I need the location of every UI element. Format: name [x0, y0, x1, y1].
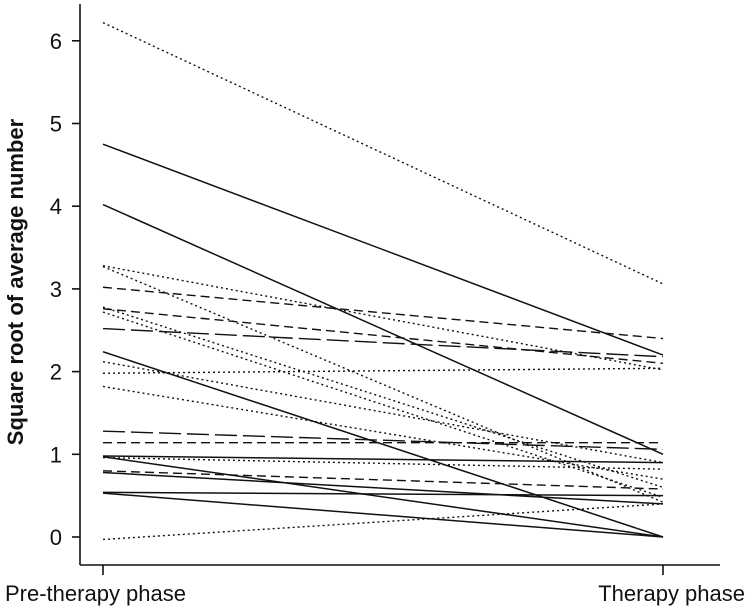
y-tick-label: 0: [50, 525, 62, 550]
y-ticks: 0 1 2 3 4 5 6: [50, 29, 80, 550]
series-line: [102, 456, 664, 470]
series-line: [102, 311, 664, 498]
series-line: [102, 308, 664, 365]
series-line: [102, 385, 664, 480]
y-axis-label: Square root of average number: [3, 118, 28, 445]
series-line: [102, 265, 664, 503]
series-line: [102, 492, 664, 538]
y-tick-label: 5: [50, 112, 62, 137]
series-line: [102, 360, 664, 464]
y-tick-label: 1: [50, 442, 62, 467]
series-line: [102, 21, 664, 285]
x-ticks: Pre-therapy phase Therapy phase: [5, 565, 745, 606]
series-line: [102, 430, 664, 451]
series-line: [102, 367, 664, 374]
series-line: [102, 306, 664, 489]
axes: [79, 4, 720, 566]
x-tick-label: Therapy phase: [598, 581, 745, 606]
x-tick-label: Pre-therapy phase: [5, 581, 186, 606]
series-line: [102, 203, 664, 455]
y-tick-label: 6: [50, 29, 62, 54]
series-line: [102, 455, 664, 464]
series-line: [102, 503, 664, 541]
series-line: [102, 456, 664, 538]
series-line: [102, 351, 664, 538]
series-line: [102, 327, 664, 358]
series-line: [102, 491, 664, 497]
y-tick-label: 4: [50, 194, 62, 219]
y-tick-label: 3: [50, 277, 62, 302]
series-line: [102, 265, 664, 371]
series-line: [102, 143, 664, 356]
y-tick-label: 2: [50, 360, 62, 385]
series-line: [102, 286, 664, 340]
series-lines: [102, 21, 664, 541]
series-line: [102, 471, 664, 505]
series-line: [102, 470, 664, 490]
